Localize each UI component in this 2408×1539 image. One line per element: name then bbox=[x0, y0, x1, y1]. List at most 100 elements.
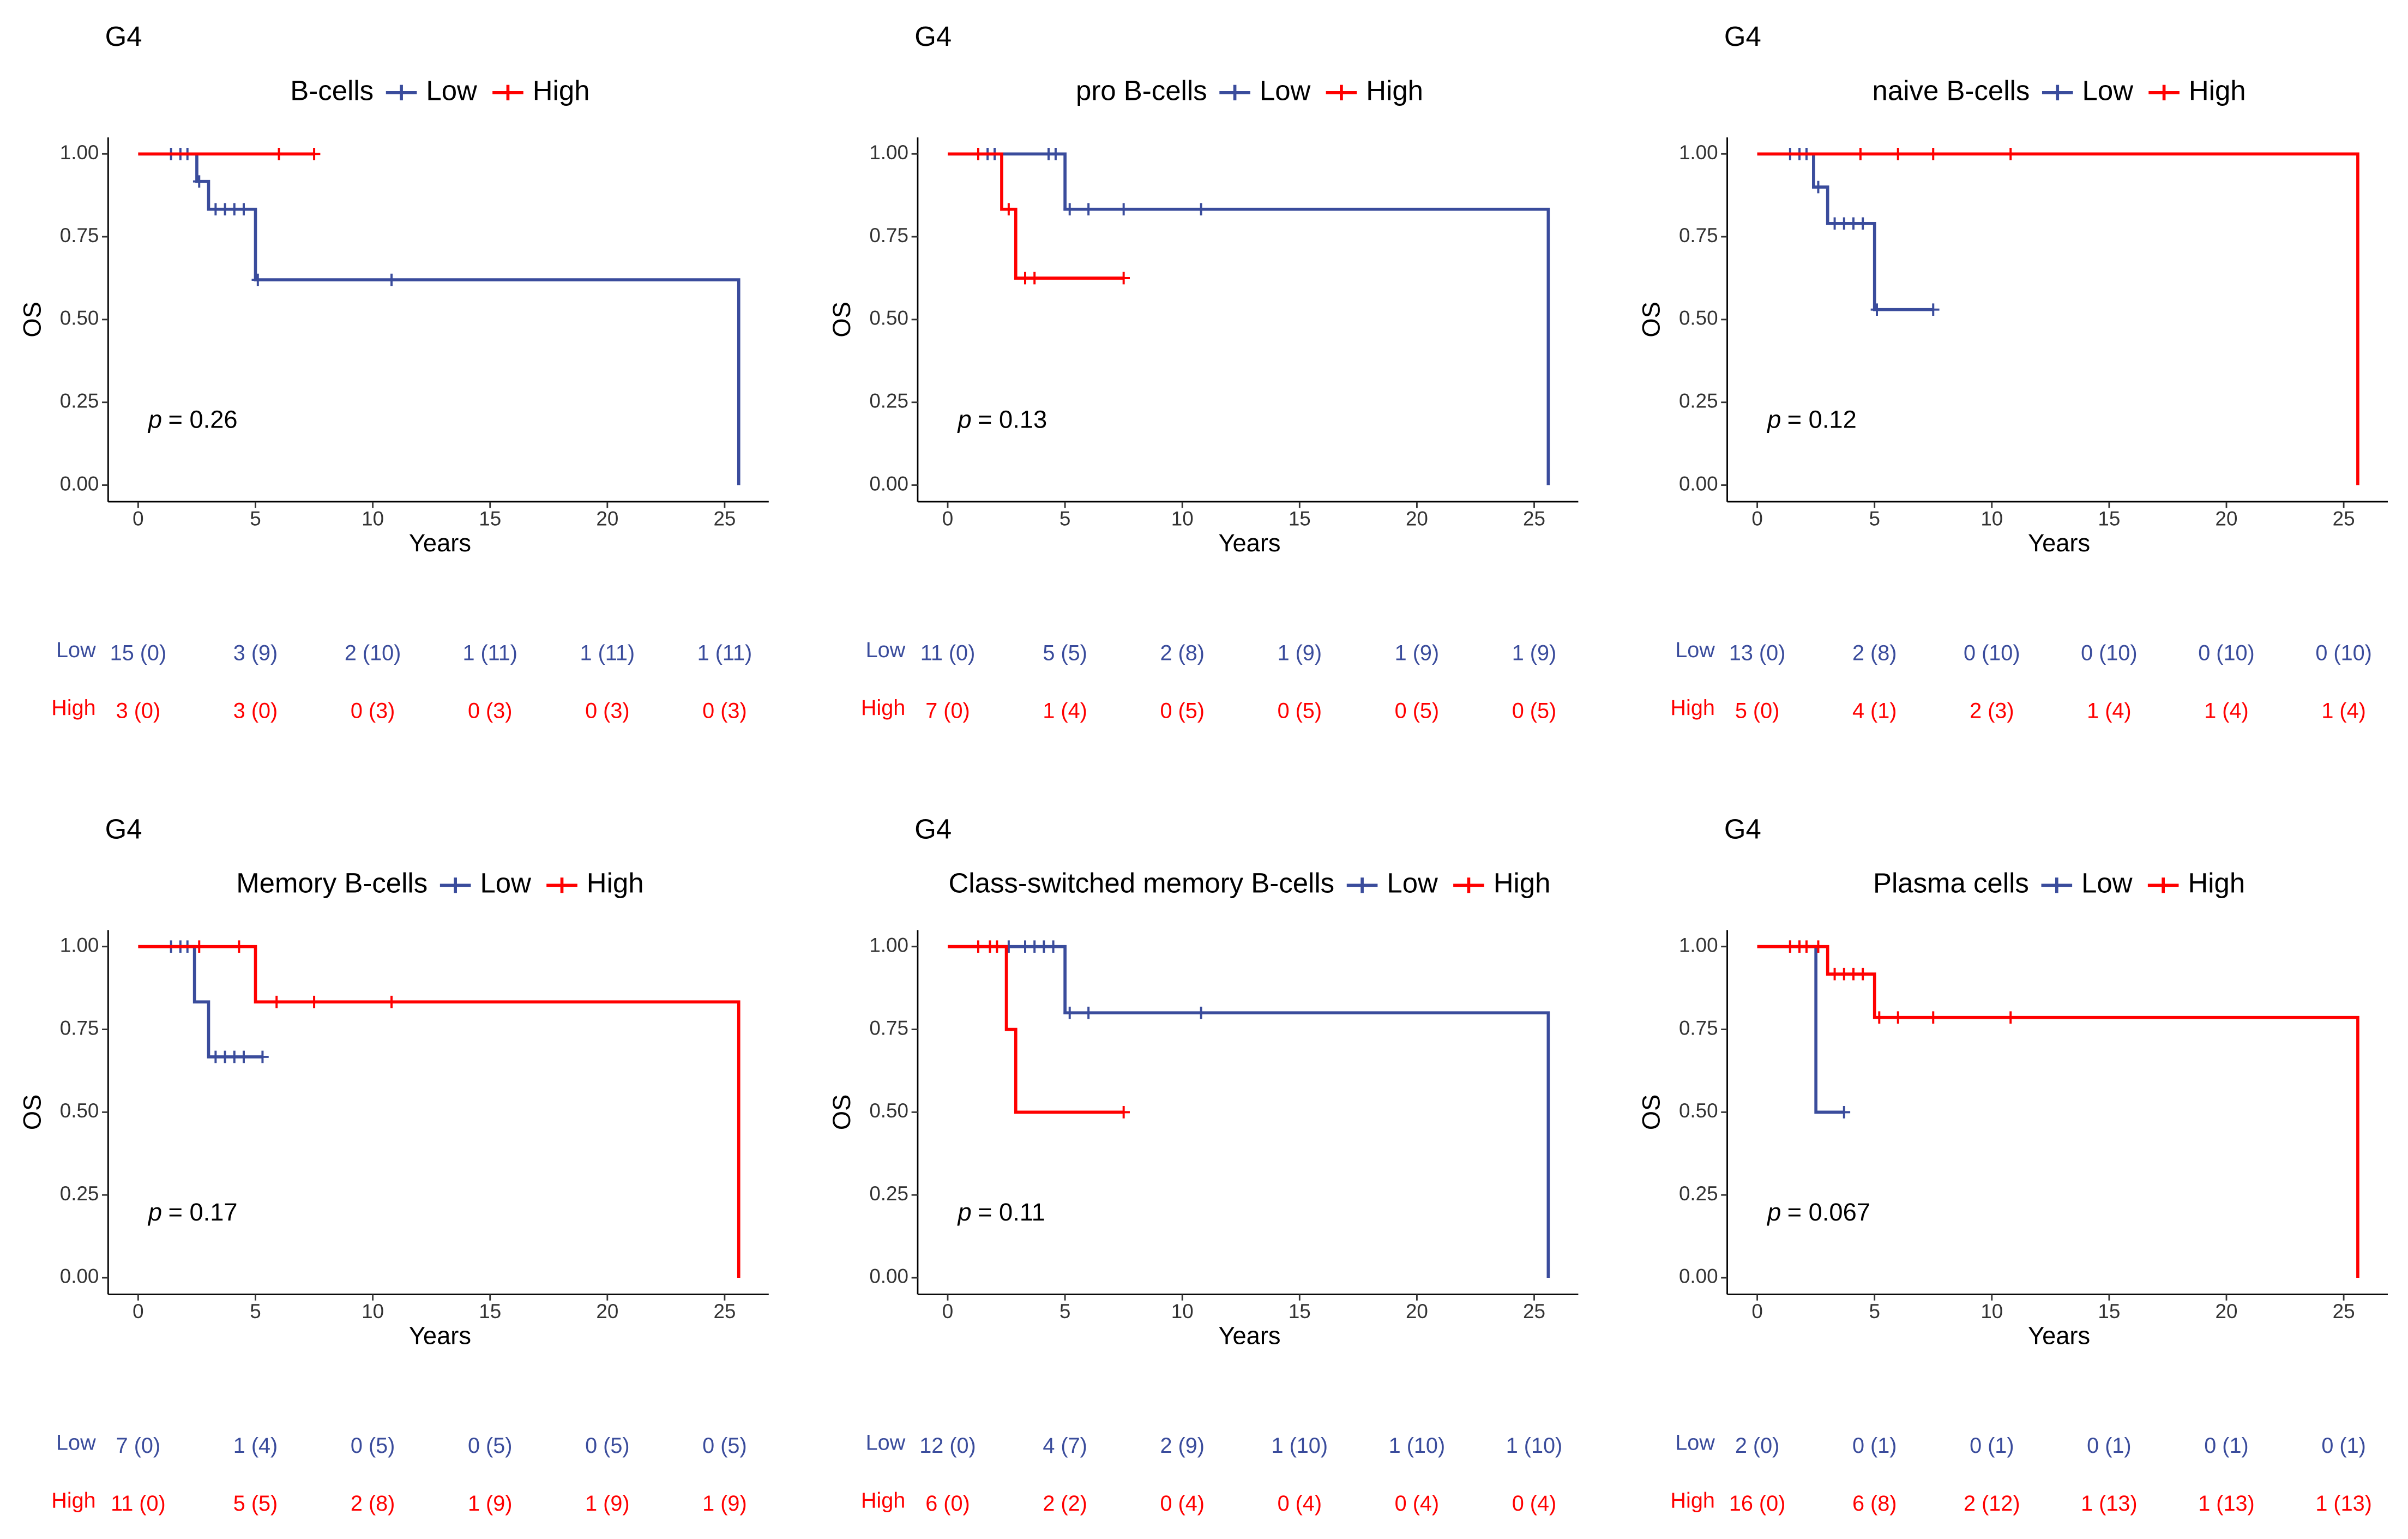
p-value: p = 0.26 bbox=[147, 406, 238, 434]
risk-cell: 0 (1) bbox=[2321, 1434, 2365, 1458]
y-tick-label: 0.00 bbox=[60, 1265, 99, 1288]
x-tick-label: 5 bbox=[1059, 1300, 1070, 1322]
survival-curve bbox=[138, 945, 263, 1059]
x-tick-label: 25 bbox=[1523, 1300, 1545, 1322]
censor-mark bbox=[237, 203, 250, 216]
x-tick-label: 10 bbox=[362, 1300, 384, 1322]
y-tick-label: 0.25 bbox=[60, 389, 99, 412]
x-tick-label: 10 bbox=[1980, 508, 2003, 530]
risk-cell: 0 (5) bbox=[702, 1434, 747, 1458]
panel: G4 0.00 0.25 0.50 0.75 1.00 0 5 10 15 20 25 Years OS p… bbox=[1638, 21, 2388, 723]
legend-label: Low bbox=[1387, 868, 1438, 899]
risk-row-label: High bbox=[51, 696, 95, 720]
panel: G4 0.00 0.25 0.50 0.75 1.00 0 5 10 15 20 25 Years OS p… bbox=[18, 814, 769, 1516]
risk-row-label: High bbox=[1670, 696, 1714, 720]
risk-cell: 1 (9) bbox=[1395, 641, 1439, 665]
panel: G4 0.00 0.25 0.50 0.75 1.00 0 5 10 15 20 25 Years OS p… bbox=[828, 814, 1579, 1516]
risk-cell: 0 (5) bbox=[1512, 699, 1556, 723]
risk-cell: 2 (10) bbox=[345, 641, 401, 665]
censor-mark bbox=[273, 147, 285, 160]
legend-title: Plasma cells bbox=[1873, 868, 2029, 899]
y-tick-label: 1.00 bbox=[869, 141, 908, 164]
risk-cell: 0 (3) bbox=[351, 699, 395, 723]
y-tick-label: 0.00 bbox=[1679, 472, 1718, 495]
y-tick-label: 0.25 bbox=[60, 1182, 99, 1205]
x-tick-label: 15 bbox=[2098, 1300, 2120, 1322]
risk-cell: 1 (9) bbox=[468, 1492, 512, 1516]
risk-cell: 3 (9) bbox=[233, 641, 278, 665]
risk-cell: 2 (8) bbox=[1160, 641, 1204, 665]
risk-cell: 0 (1) bbox=[1970, 1434, 2014, 1458]
survival-curve bbox=[138, 945, 741, 1278]
y-tick-label: 0.00 bbox=[1679, 1265, 1718, 1288]
y-tick-label: 0.25 bbox=[1679, 389, 1718, 412]
panel: G4 0.00 0.25 0.50 0.75 1.00 0 5 10 15 20 25 Years OS p… bbox=[18, 21, 769, 723]
legend-key bbox=[492, 85, 523, 100]
x-tick-label: 0 bbox=[1751, 508, 1762, 530]
y-axis-label: OS bbox=[828, 302, 856, 337]
y-tick-label: 0.75 bbox=[1679, 1017, 1718, 1039]
p-symbol: p bbox=[1766, 406, 1781, 434]
censor-mark bbox=[1812, 181, 1825, 194]
censor-mark bbox=[192, 175, 206, 188]
p-symbol: p bbox=[957, 1198, 972, 1226]
p-text: = 0.13 bbox=[978, 406, 1047, 434]
p-symbol: p bbox=[147, 406, 162, 434]
p-value: p = 0.13 bbox=[957, 406, 1048, 434]
p-symbol: p bbox=[1766, 1198, 1781, 1226]
legend-label: Low bbox=[1260, 75, 1311, 106]
risk-cell: 1 (10) bbox=[1272, 1434, 1328, 1458]
legend-title: naive B-cells bbox=[1873, 75, 2030, 106]
panel: G4 0.00 0.25 0.50 0.75 1.00 0 5 10 15 20 25 Years OS p… bbox=[828, 21, 1579, 723]
x-tick-label: 20 bbox=[1406, 508, 1428, 530]
risk-cell: 1 (4) bbox=[2087, 699, 2131, 723]
risk-cell: 16 (0) bbox=[1729, 1492, 1785, 1516]
risk-cell: 0 (5) bbox=[468, 1434, 512, 1458]
legend-key bbox=[386, 85, 417, 100]
risk-cell: 0 (4) bbox=[1278, 1492, 1322, 1516]
x-axis-label: Years bbox=[1218, 529, 1280, 557]
risk-cell: 2 (12) bbox=[1964, 1492, 2020, 1516]
risk-cell: 1 (10) bbox=[1506, 1434, 1562, 1458]
risk-cell: 2 (0) bbox=[1735, 1434, 1779, 1458]
legend-key bbox=[1453, 877, 1484, 893]
risk-row-label: High bbox=[51, 1489, 95, 1513]
p-symbol: p bbox=[957, 406, 972, 434]
survival-curve bbox=[948, 152, 1124, 280]
survival-curve bbox=[1757, 152, 1934, 311]
x-tick-label: 15 bbox=[479, 1300, 501, 1322]
risk-cell: 1 (9) bbox=[702, 1492, 747, 1516]
risk-cell: 0 (4) bbox=[1512, 1492, 1556, 1516]
y-tick-label: 0.25 bbox=[869, 1182, 908, 1205]
panel-title: G4 bbox=[1724, 814, 1761, 845]
legend-key bbox=[2148, 85, 2180, 100]
x-tick-label: 25 bbox=[1523, 508, 1545, 530]
y-tick-label: 1.00 bbox=[1679, 934, 1718, 956]
risk-row-label: High bbox=[861, 1489, 905, 1513]
risk-cell: 0 (5) bbox=[585, 1434, 629, 1458]
x-tick-label: 25 bbox=[2333, 1300, 2355, 1322]
x-axis-label: Years bbox=[1218, 1322, 1280, 1350]
x-axis-label: Years bbox=[2028, 1322, 2090, 1350]
censor-mark bbox=[1002, 203, 1015, 216]
x-tick-label: 25 bbox=[2333, 508, 2355, 530]
x-tick-label: 20 bbox=[2216, 508, 2238, 530]
legend-key bbox=[2042, 85, 2073, 100]
p-value: p = 0.17 bbox=[147, 1198, 238, 1226]
legend: naive B-cells Low High bbox=[1873, 75, 2246, 106]
legend-label: Low bbox=[2082, 75, 2134, 106]
censor-mark bbox=[972, 940, 985, 953]
censor-mark bbox=[270, 995, 283, 1008]
risk-cell: 0 (10) bbox=[2315, 641, 2371, 665]
censor-mark bbox=[251, 273, 264, 286]
x-tick-label: 20 bbox=[2216, 1300, 2238, 1322]
censor-mark bbox=[1873, 1011, 1886, 1024]
risk-row-label: Low bbox=[56, 1430, 96, 1454]
censor-mark bbox=[1063, 203, 1076, 216]
y-axis-label: OS bbox=[1638, 302, 1665, 337]
risk-cell: 11 (0) bbox=[111, 1492, 166, 1516]
risk-cell: 0 (4) bbox=[1395, 1492, 1439, 1516]
legend-key bbox=[1346, 877, 1378, 893]
censor-mark bbox=[1892, 147, 1905, 160]
